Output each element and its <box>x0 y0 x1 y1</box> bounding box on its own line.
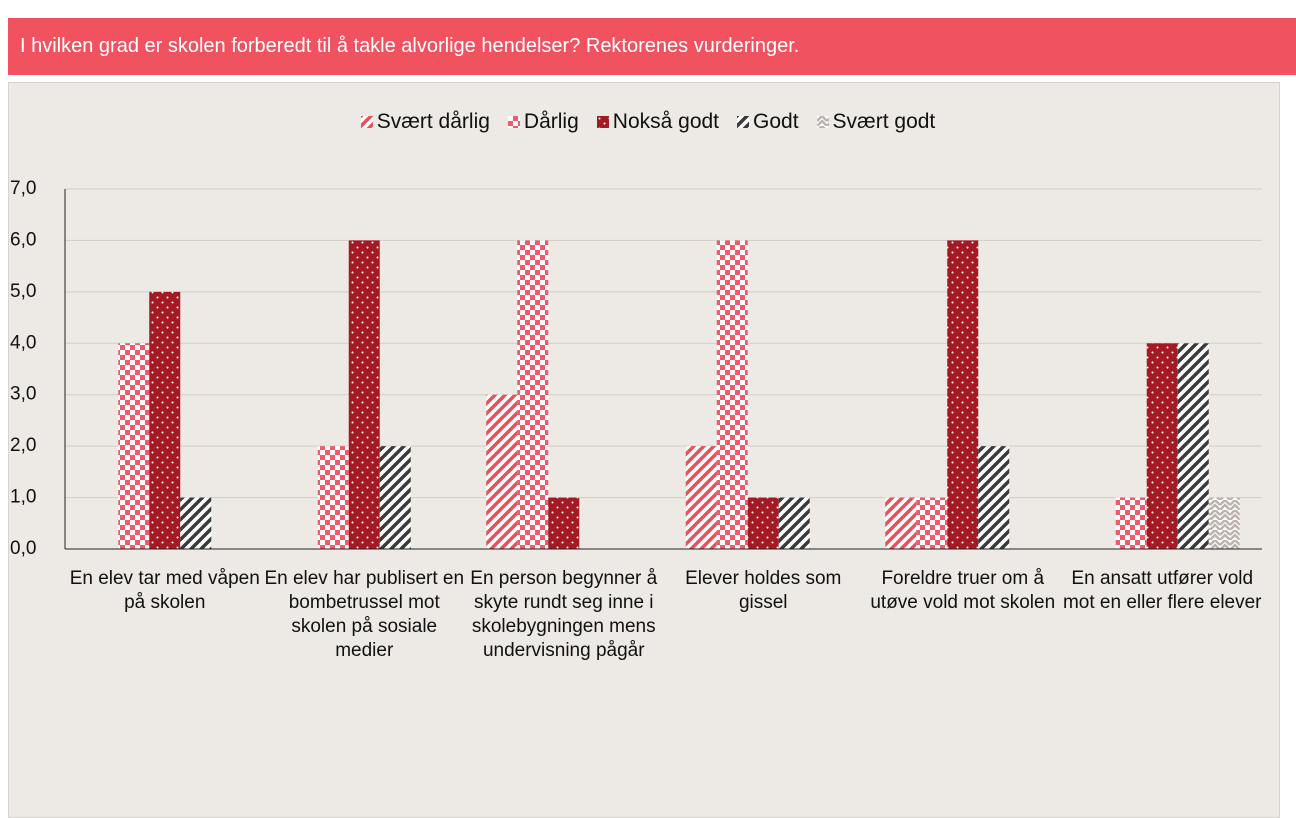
banner-title: I hvilken grad er skolen forberedt til å… <box>8 18 1296 75</box>
legend-label: Dårlig <box>523 110 579 133</box>
bar <box>885 497 917 549</box>
y-tick-label: 4,0 <box>10 332 36 353</box>
y-tick-label: 5,0 <box>10 281 36 302</box>
bar <box>1177 343 1209 549</box>
legend-label: Godt <box>753 110 799 133</box>
bar <box>947 240 979 549</box>
bar <box>716 240 748 549</box>
legend-label: Nokså godt <box>612 110 720 133</box>
legend-item: Dårlig <box>507 110 579 134</box>
y-tick-label: 1,0 <box>10 487 36 508</box>
bar <box>1115 497 1147 549</box>
bar <box>1208 497 1240 549</box>
bar <box>317 446 349 549</box>
legend-swatch <box>596 116 609 128</box>
y-tick-label: 3,0 <box>10 384 36 405</box>
legend-swatch <box>737 116 750 128</box>
x-tick-label: En elev tar med våpen på skolen <box>69 568 260 613</box>
legend-swatch <box>507 116 520 128</box>
bar <box>517 240 549 549</box>
chart-panel <box>8 82 1280 818</box>
legend-label: Svært godt <box>832 110 936 133</box>
y-tick-label: 2,0 <box>10 435 36 456</box>
x-tick-label: En ansatt utfører vold mot en eller fler… <box>1062 568 1262 613</box>
x-tick-label: Elever holdes som gissel <box>685 568 842 613</box>
bar <box>747 497 779 549</box>
bar <box>548 497 580 549</box>
x-tick-label: Foreldre truer om å utøve vold mot skole… <box>870 568 1056 613</box>
bar <box>486 394 518 549</box>
y-tick-label: 7,0 <box>10 178 36 199</box>
bar <box>348 240 380 549</box>
legend-swatch <box>360 116 373 128</box>
bar <box>180 497 212 549</box>
bar <box>149 291 181 549</box>
bar <box>379 446 411 549</box>
legend-swatch <box>816 116 829 128</box>
bar <box>916 497 948 549</box>
bar <box>685 446 717 549</box>
bar <box>1146 343 1178 549</box>
bar <box>778 497 810 549</box>
legend-item: Godt <box>737 110 799 134</box>
legend-item: Nokså godt <box>596 110 720 134</box>
bar <box>978 446 1010 549</box>
y-tick-label: 6,0 <box>10 229 36 250</box>
legend-item: Svært dårlig <box>360 110 490 134</box>
legend-item: Svært godt <box>816 110 936 134</box>
legend-label: Svært dårlig <box>376 110 490 133</box>
x-tick-label: En person begynner å skyte rundt seg inn… <box>470 568 658 661</box>
x-tick-label: En elev har publisert en bombetrussel mo… <box>264 568 465 661</box>
bar <box>118 343 150 549</box>
legend: Svært dårlig Dårlig Nokså godt Godt Svært go… <box>0 110 1296 134</box>
y-tick-label: 0,0 <box>10 538 36 559</box>
